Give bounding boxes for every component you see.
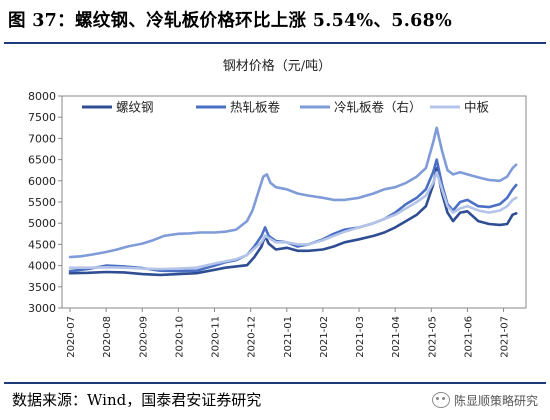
y-tick-label: 8000 — [28, 90, 56, 103]
legend-label-3: 中板 — [464, 100, 490, 115]
x-tick-label: 2020-12 — [247, 316, 258, 358]
series-line-0 — [70, 168, 516, 275]
x-tick-label: 2020-09 — [138, 316, 149, 358]
x-tick-label: 2020-07 — [66, 316, 77, 358]
y-tick-label: 3500 — [28, 281, 56, 294]
y-tick-label: 4500 — [28, 238, 56, 251]
y-tick-label: 7500 — [28, 111, 56, 124]
y-tick-label: 7000 — [28, 132, 56, 145]
watermark-text: 陈显顺策略研究 — [454, 394, 538, 408]
source-note: 数据来源：Wind，国泰君安证券研究 — [12, 385, 261, 415]
x-tick-label: 2021-04 — [391, 316, 402, 358]
x-tick-label: 2021-02 — [319, 316, 330, 358]
series-line-3 — [70, 172, 516, 269]
x-tick-label: 2021-05 — [427, 316, 438, 358]
x-tick-label: 2021-07 — [500, 316, 511, 358]
y-tick-label: 5500 — [28, 196, 56, 209]
x-tick-label: 2021-01 — [283, 316, 294, 358]
legend-label-0: 螺纹钢 — [116, 100, 154, 115]
x-tick-label: 2021-03 — [355, 316, 366, 358]
legend: 螺纹钢 热轧板卷 冷轧板卷（右） 中板 — [82, 100, 490, 115]
series-lines — [70, 128, 516, 275]
x-tick-label: 2020-08 — [102, 316, 113, 358]
wechat-icon — [432, 392, 450, 408]
x-tick-label: 2020-11 — [211, 316, 222, 358]
source-divider — [4, 382, 546, 384]
steel-price-chart: 钢材价格（元/吨） 3000 3500 4000 4500 5000 5500 6000 65… — [0, 44, 550, 380]
y-tick-label: 6500 — [28, 154, 56, 167]
x-tick-label: 2021-06 — [463, 316, 474, 358]
y-tick-label: 5000 — [28, 217, 56, 230]
plot-area — [62, 96, 526, 308]
legend-label-1: 热轧板卷 — [230, 100, 281, 115]
figure-title: 图 37：螺纹钢、冷轧板价格环比上涨 5.54%、5.68% — [8, 2, 542, 40]
x-tick-label: 2020-10 — [174, 316, 185, 358]
y-tick-label: 4000 — [28, 260, 56, 273]
series-line-2 — [70, 128, 516, 257]
legend-label-2: 冷轧板卷（右） — [334, 100, 422, 115]
chart-title: 钢材价格（元/吨） — [223, 58, 331, 74]
watermark: 陈显顺策略研究 — [432, 390, 538, 412]
x-axis: 2020-07 2020-08 2020-09 2020-10 2020-11 2020-… — [66, 308, 511, 358]
y-tick-label: 3000 — [28, 302, 56, 315]
y-axis: 3000 3500 4000 4500 5000 5500 6000 6500 7000 7500… — [28, 90, 62, 315]
y-tick-label: 6000 — [28, 175, 56, 188]
